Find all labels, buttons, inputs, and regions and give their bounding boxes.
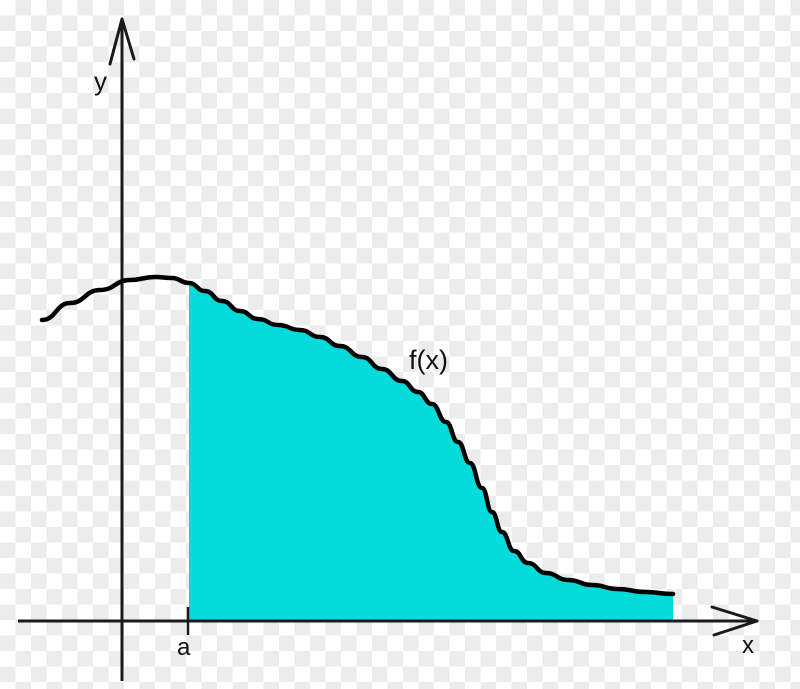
shaded-area-under-curve (189, 283, 673, 621)
x-axis-label: x (742, 632, 754, 659)
x-axis-arrow-icon (710, 605, 759, 637)
function-label: f(x) (409, 345, 448, 375)
y-axis-label: y (94, 66, 107, 96)
lower-limit-label-a: a (177, 634, 191, 661)
function-curve (39, 274, 676, 597)
y-axis-arrow-icon (108, 17, 136, 66)
